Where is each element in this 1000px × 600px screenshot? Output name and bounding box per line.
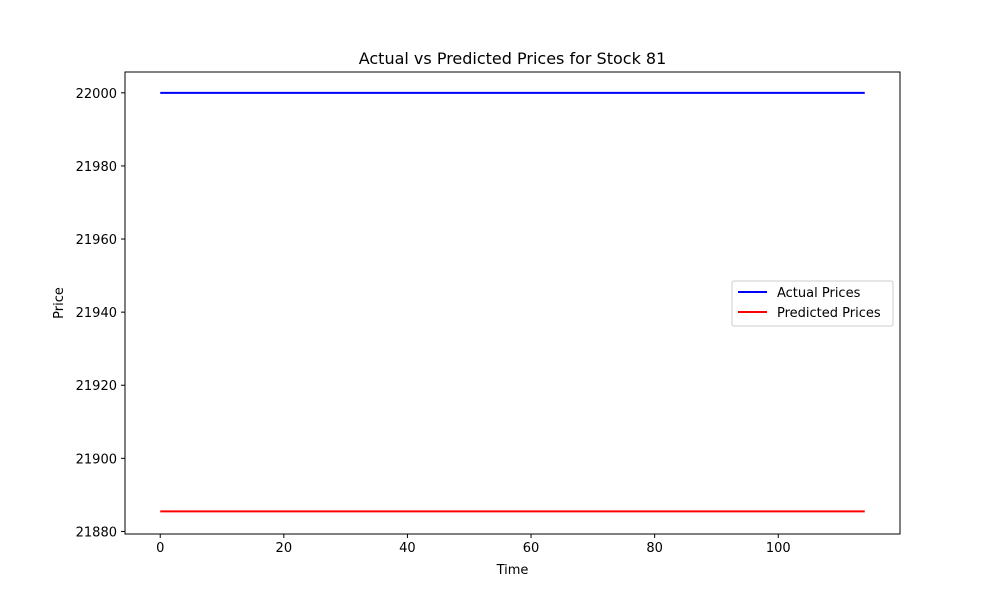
y-tick-label: 21980	[76, 160, 117, 175]
y-tick-label: 21880	[76, 525, 117, 540]
plot-frame	[124, 71, 901, 535]
plot-area: 0 20 40 60 80 100 218802190021920219402196021…	[76, 71, 901, 556]
y-tick-label: 21900	[76, 452, 117, 467]
y-tick-label: 22000	[76, 87, 117, 102]
y-axis: 21880 21900 21920 21940 21960 21980 22000	[76, 87, 125, 540]
x-tick-label: 100	[766, 541, 791, 556]
x-tick-label: 40	[399, 541, 416, 556]
y-tick-label: 21920	[76, 379, 117, 394]
legend: Actual Prices Predicted Prices	[731, 280, 894, 327]
legend-box	[731, 280, 894, 327]
x-tick-label: 60	[523, 541, 540, 556]
x-axis: 0 20 40 60 80 100	[156, 534, 791, 556]
y-axis-label: Price	[52, 287, 67, 319]
x-axis-label: Time	[496, 563, 529, 578]
x-tick-label: 0	[156, 541, 164, 556]
y-tick-label: 21960	[76, 233, 117, 248]
series-lines	[160, 91, 865, 513]
x-tick-label: 20	[276, 541, 293, 556]
x-tick-label: 80	[646, 541, 663, 556]
legend-label-actual: Actual Prices	[777, 286, 861, 301]
y-tick-label: 21940	[76, 306, 117, 321]
chart-title: Actual vs Predicted Prices for Stock 81	[359, 49, 667, 68]
legend-label-predicted: Predicted Prices	[777, 306, 881, 321]
